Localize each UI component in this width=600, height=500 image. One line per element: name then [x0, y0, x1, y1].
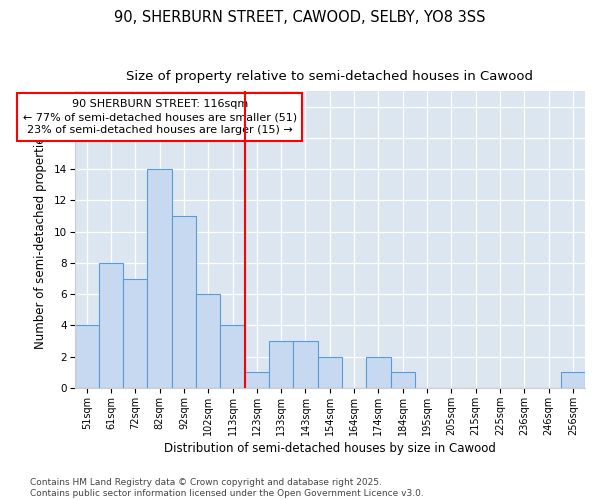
Bar [245, 372, 269, 388]
Bar [269, 341, 293, 388]
Text: Contains HM Land Registry data © Crown copyright and database right 2025.
Contai: Contains HM Land Registry data © Crown c… [30, 478, 424, 498]
Y-axis label: Number of semi-detached properties: Number of semi-detached properties [34, 130, 47, 349]
Title: Size of property relative to semi-detached houses in Cawood: Size of property relative to semi-detach… [126, 70, 533, 83]
Bar [220, 326, 245, 388]
Bar [196, 294, 220, 388]
Text: 90, SHERBURN STREET, CAWOOD, SELBY, YO8 3SS: 90, SHERBURN STREET, CAWOOD, SELBY, YO8 … [114, 10, 486, 25]
Bar [560, 372, 585, 388]
Bar [172, 216, 196, 388]
X-axis label: Distribution of semi-detached houses by size in Cawood: Distribution of semi-detached houses by … [164, 442, 496, 455]
Bar [74, 326, 99, 388]
Bar [293, 341, 317, 388]
Bar [99, 263, 123, 388]
Bar [317, 356, 342, 388]
Bar [123, 278, 148, 388]
Bar [391, 372, 415, 388]
Text: 90 SHERBURN STREET: 116sqm
← 77% of semi-detached houses are smaller (51)
23% of: 90 SHERBURN STREET: 116sqm ← 77% of semi… [23, 99, 296, 136]
Bar [366, 356, 391, 388]
Bar [148, 169, 172, 388]
